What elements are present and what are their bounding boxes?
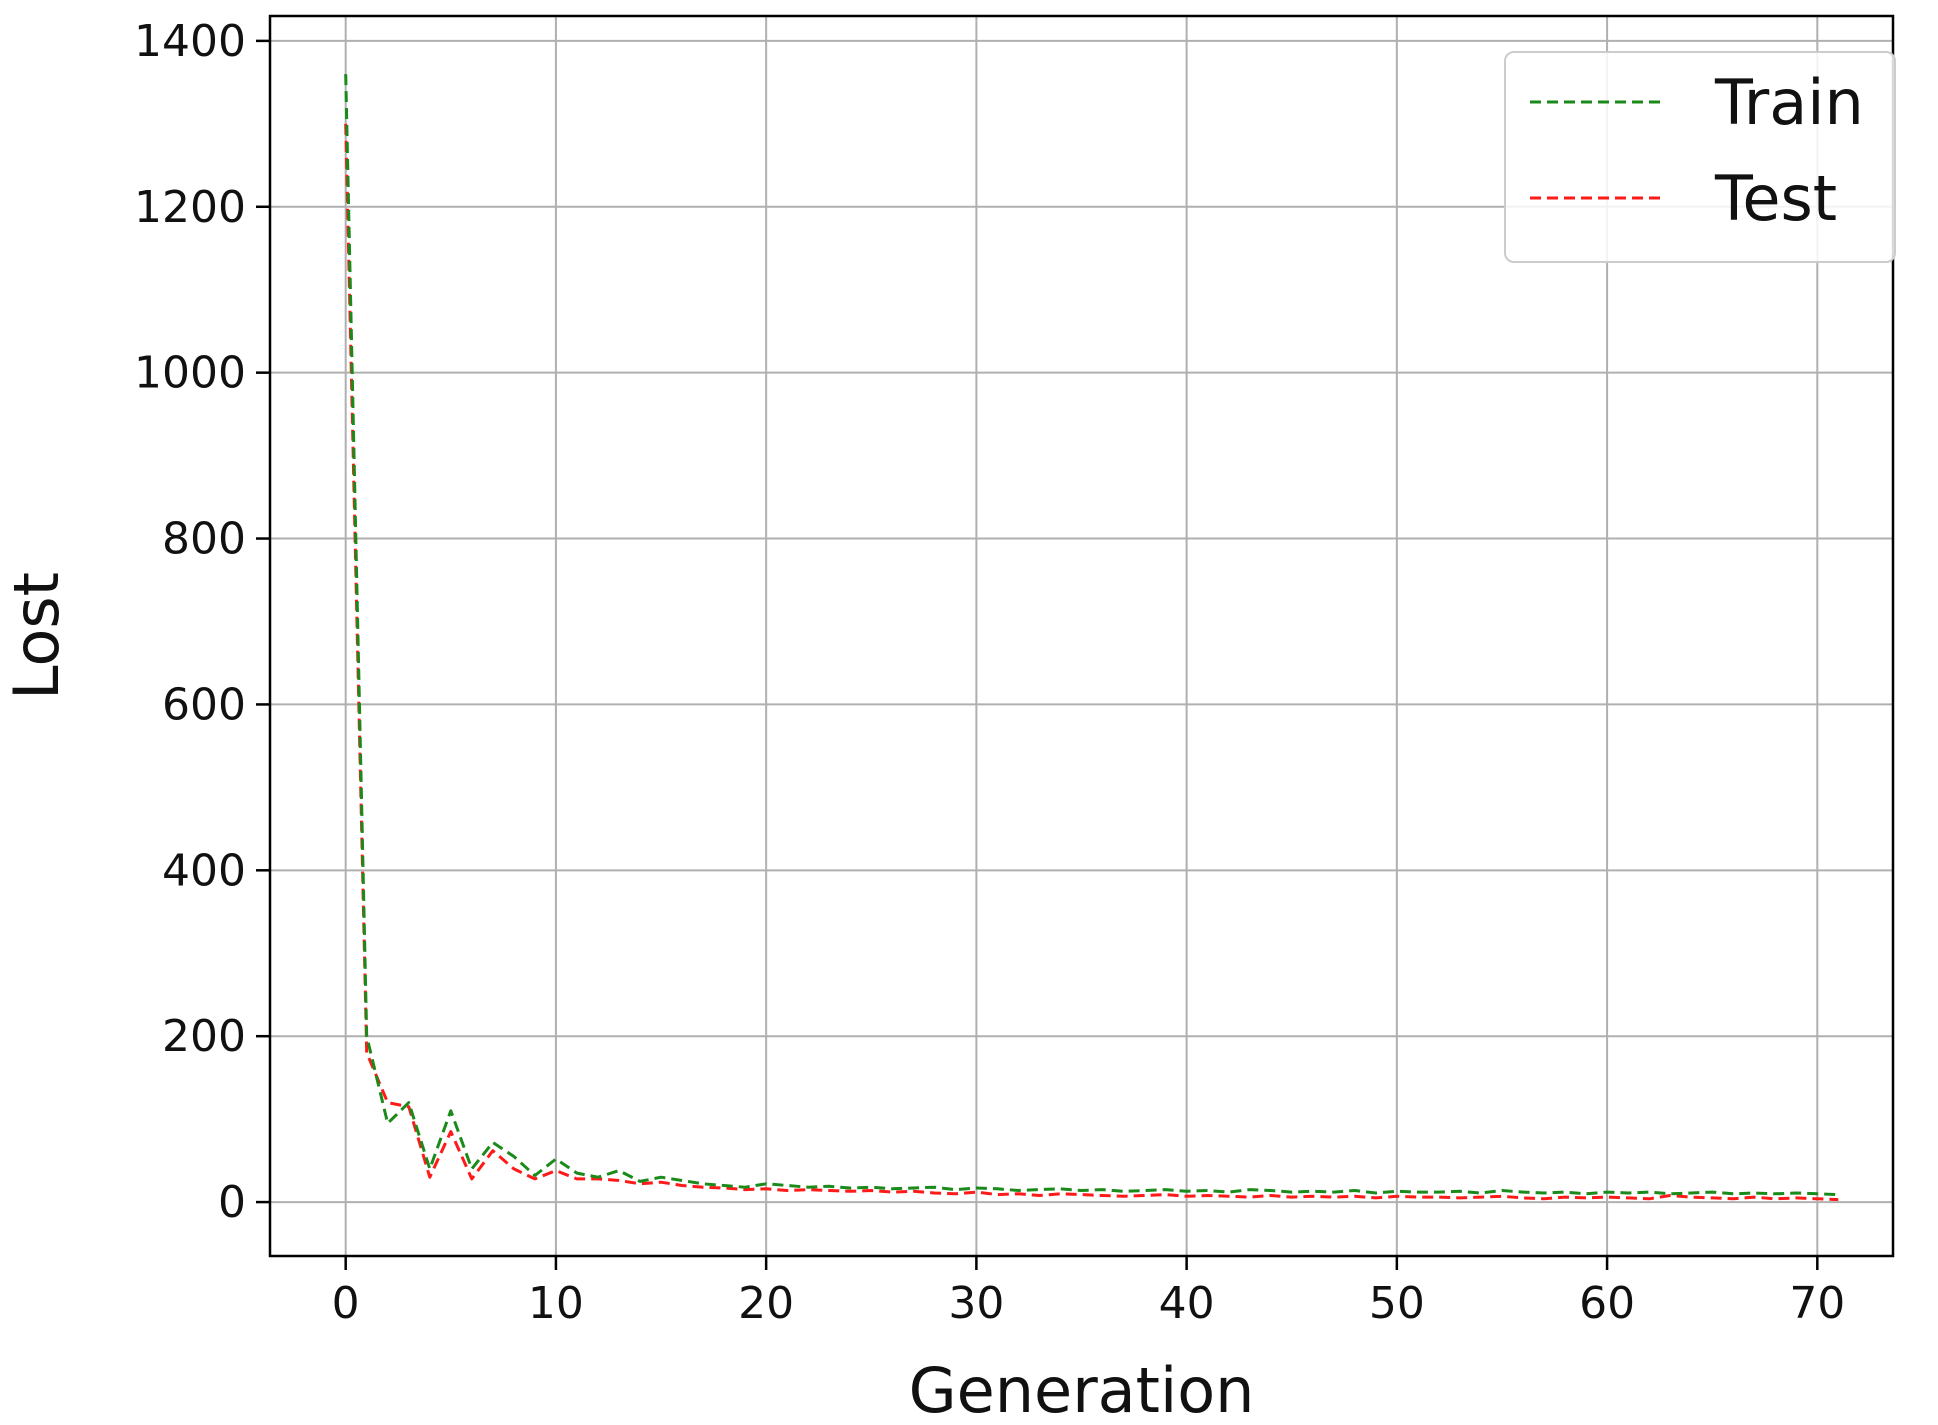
x-axis-label: Generation: [909, 1354, 1255, 1425]
y-tick-label: 1000: [134, 348, 246, 399]
y-tick-label: 400: [162, 845, 246, 896]
y-tick-label: 1200: [134, 182, 246, 233]
legend-box: [1504, 51, 1896, 263]
series-line-test: [344, 123, 1839, 1202]
legend-label-test: Test: [1714, 162, 1837, 235]
y-tick-label: 800: [162, 514, 246, 565]
x-tick-label: 40: [1159, 1278, 1215, 1329]
x-tick-label: 60: [1579, 1278, 1635, 1329]
legend-label-train: Train: [1714, 66, 1864, 139]
x-tick-label: 50: [1369, 1278, 1425, 1329]
x-tick-label: 0: [332, 1278, 360, 1329]
series-lines: [344, 74, 1839, 1202]
y-tick-label: 0: [218, 1177, 246, 1228]
y-axis-label: Lost: [0, 572, 73, 700]
series-line-train: [344, 74, 1839, 1197]
axis-ticks: 0 10 20 30 40 50 60 70 0 200 400 800 600 1000 1200 1400: [134, 16, 1845, 1329]
legend: Train Test: [1504, 51, 1896, 263]
x-tick-label: 70: [1789, 1278, 1845, 1329]
x-tick-label: 10: [528, 1278, 584, 1329]
y-tick-label: 600: [162, 679, 246, 730]
x-tick-label: 30: [948, 1278, 1004, 1329]
grid: [270, 16, 1893, 1256]
plot-frame: [268, 14, 1895, 1258]
x-tick-label: 20: [738, 1278, 794, 1329]
y-tick-label: 1400: [134, 16, 246, 67]
y-tick-label: 200: [162, 1011, 246, 1062]
